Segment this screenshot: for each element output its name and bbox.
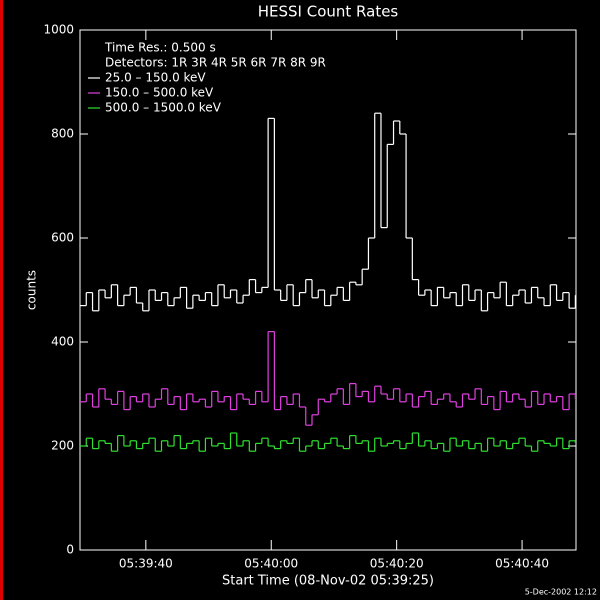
plot-area	[80, 112, 576, 452]
y-tick-label: 0	[66, 543, 74, 557]
left-border	[0, 0, 3, 600]
y-tick-label: 400	[51, 335, 74, 349]
x-tick-label: 05:40:20	[370, 557, 424, 571]
annotation: Time Res.: 0.500 s	[104, 41, 216, 55]
chart-title: HESSI Count Rates	[258, 3, 399, 21]
step-riser	[85, 433, 576, 452]
annotation: Detectors: 1R 3R 4R 5R 6R 7R 8R 9R	[105, 56, 326, 70]
legend-label: 25.0 – 150.0 keV	[105, 71, 206, 85]
y-tick-label: 1000	[43, 23, 74, 37]
step-riser	[85, 331, 576, 426]
x-tick-label: 05:39:40	[119, 557, 173, 571]
y-tick-label: 800	[51, 127, 74, 141]
footer-date: 5-Dec-2002 12:12	[525, 588, 597, 597]
step-riser	[85, 113, 576, 311]
legend-label: 500.0 – 1500.0 keV	[105, 101, 222, 115]
y-axis-label: counts	[25, 270, 39, 310]
x-tick-label: 05:40:00	[244, 557, 298, 571]
plot-frame	[79, 29, 577, 551]
y-tick-label: 200	[51, 439, 74, 453]
x-tick-label: 05:40:40	[495, 557, 549, 571]
legend-label: 150.0 – 500.0 keV	[105, 86, 214, 100]
y-tick-label: 600	[51, 231, 74, 245]
x-axis-label: Start Time (08-Nov-02 05:39:25)	[222, 574, 434, 589]
